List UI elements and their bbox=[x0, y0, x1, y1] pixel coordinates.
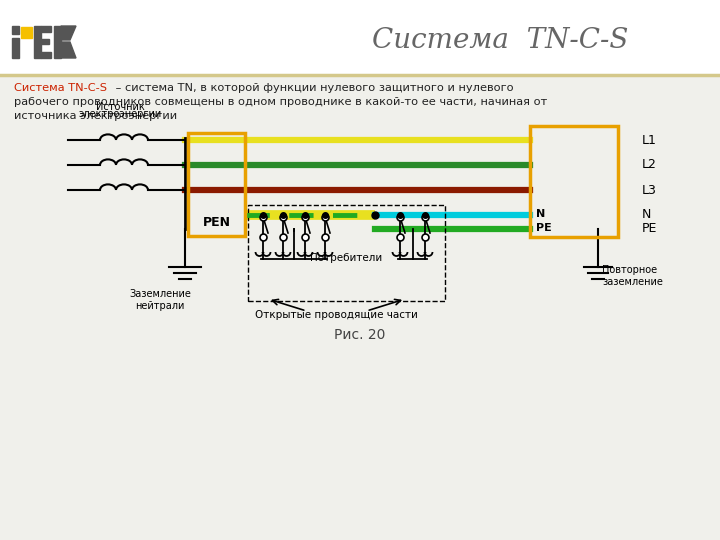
Text: PE: PE bbox=[642, 222, 657, 235]
Text: Потребители: Потребители bbox=[310, 253, 382, 263]
Text: L2: L2 bbox=[642, 159, 657, 172]
Text: Заземление
нейтрали: Заземление нейтрали bbox=[129, 289, 191, 310]
Bar bbox=[188, 133, 245, 236]
Bar bbox=[248, 205, 445, 301]
Text: – система TN, в которой функции нулевого защитного и нулевого: – система TN, в которой функции нулевого… bbox=[112, 83, 513, 93]
Text: PE: PE bbox=[536, 223, 552, 233]
Polygon shape bbox=[61, 26, 76, 40]
Polygon shape bbox=[61, 42, 76, 58]
Bar bbox=[41, 39, 49, 44]
Bar bbox=[12, 26, 19, 34]
Text: Система  TN-C-S: Система TN-C-S bbox=[372, 26, 628, 53]
Bar bbox=[54, 26, 61, 58]
Bar bbox=[530, 126, 618, 237]
Text: электроэнергии: электроэнергии bbox=[78, 109, 161, 119]
Bar bbox=[41, 26, 51, 32]
Text: Рис. 20: Рис. 20 bbox=[334, 328, 386, 342]
Bar bbox=[34, 26, 41, 58]
Text: Открытые проводящие части: Открытые проводящие части bbox=[255, 310, 418, 320]
Text: L3: L3 bbox=[642, 184, 657, 197]
Bar bbox=[0, 0, 720, 75]
Bar bbox=[12, 38, 19, 58]
Text: Повторное
заземление: Повторное заземление bbox=[602, 265, 663, 287]
Text: Источник: Источник bbox=[96, 102, 145, 112]
Text: N: N bbox=[642, 208, 652, 221]
Text: источника электроэнергии: источника электроэнергии bbox=[14, 111, 177, 121]
Bar bbox=[21, 27, 32, 38]
Text: N: N bbox=[536, 209, 545, 219]
Text: Система TN-C-S: Система TN-C-S bbox=[14, 83, 107, 93]
Text: рабочего проводников совмещены в одном проводнике в какой-то ее части, начиная о: рабочего проводников совмещены в одном п… bbox=[14, 97, 547, 107]
Text: L1: L1 bbox=[642, 133, 657, 146]
Bar bbox=[41, 52, 51, 58]
Text: PEN: PEN bbox=[202, 215, 230, 228]
